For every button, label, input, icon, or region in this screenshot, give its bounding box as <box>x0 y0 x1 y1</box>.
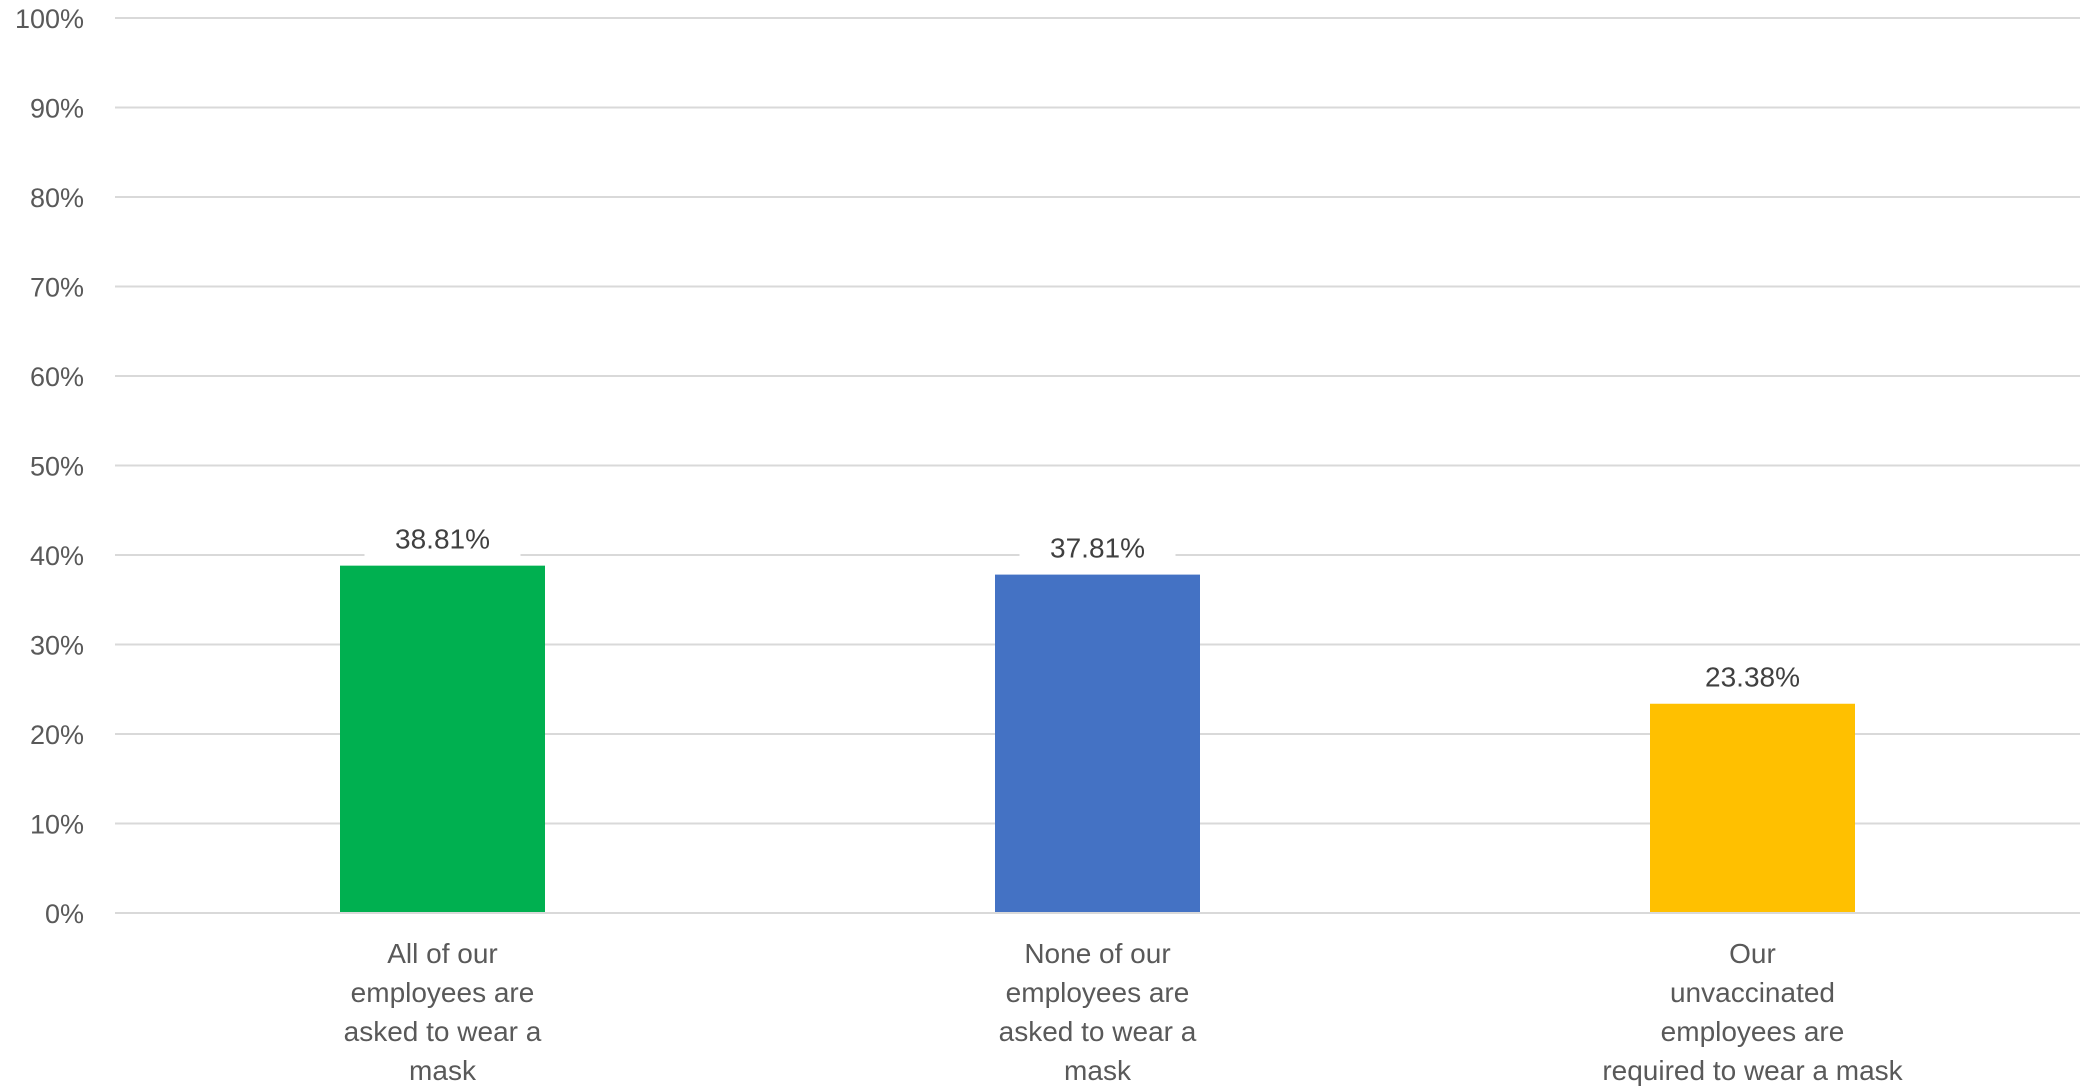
y-tick-label: 80% <box>30 183 84 213</box>
bar <box>340 565 545 913</box>
bar <box>1650 703 1855 913</box>
data-label-background <box>364 517 521 558</box>
bar <box>995 574 1200 913</box>
x-tick-label: employees are <box>1661 1016 1845 1047</box>
x-tick-label: asked to wear a <box>344 1016 542 1047</box>
data-label: 38.81% <box>395 524 490 555</box>
y-tick-label: 100% <box>15 4 84 34</box>
y-tick-label: 50% <box>30 452 84 482</box>
x-axis-tick-labels: All of our employees are asked to wear a ma… <box>344 938 1904 1086</box>
y-tick-label: 0% <box>45 899 84 929</box>
bars <box>340 565 1855 913</box>
x-tick-label: unvaccinated <box>1670 977 1835 1008</box>
y-tick-label: 60% <box>30 362 84 392</box>
data-label-background <box>1674 655 1831 696</box>
y-tick-label: 90% <box>30 94 84 124</box>
x-tick-label: employees are <box>351 977 535 1008</box>
y-tick-label: 20% <box>30 720 84 750</box>
y-tick-label: 10% <box>30 810 84 840</box>
x-tick-label: asked to wear a <box>999 1016 1197 1047</box>
x-tick-label: mask <box>1064 1055 1132 1086</box>
y-tick-label: 70% <box>30 273 84 303</box>
data-label-background <box>1019 526 1176 567</box>
y-tick-label: 30% <box>30 631 84 661</box>
x-tick-label: mask <box>409 1055 477 1086</box>
x-tick-label: required to wear a mask <box>1602 1055 1903 1086</box>
x-tick-label: Our <box>1729 938 1776 969</box>
x-tick-label: employees are <box>1006 977 1190 1008</box>
x-tick-label: None of our <box>1024 938 1170 969</box>
data-label: 23.38% <box>1705 662 1800 693</box>
y-axis-tick-labels: 0% 10% 20% 30% 40% 50% 60% 70% 80% 90% 100% <box>15 4 84 929</box>
y-tick-label: 40% <box>30 541 84 571</box>
data-labels: 38.81% 37.81% 23.38% <box>364 517 1831 696</box>
x-tick-label: All of our <box>387 938 498 969</box>
data-label: 37.81% <box>1050 533 1145 564</box>
